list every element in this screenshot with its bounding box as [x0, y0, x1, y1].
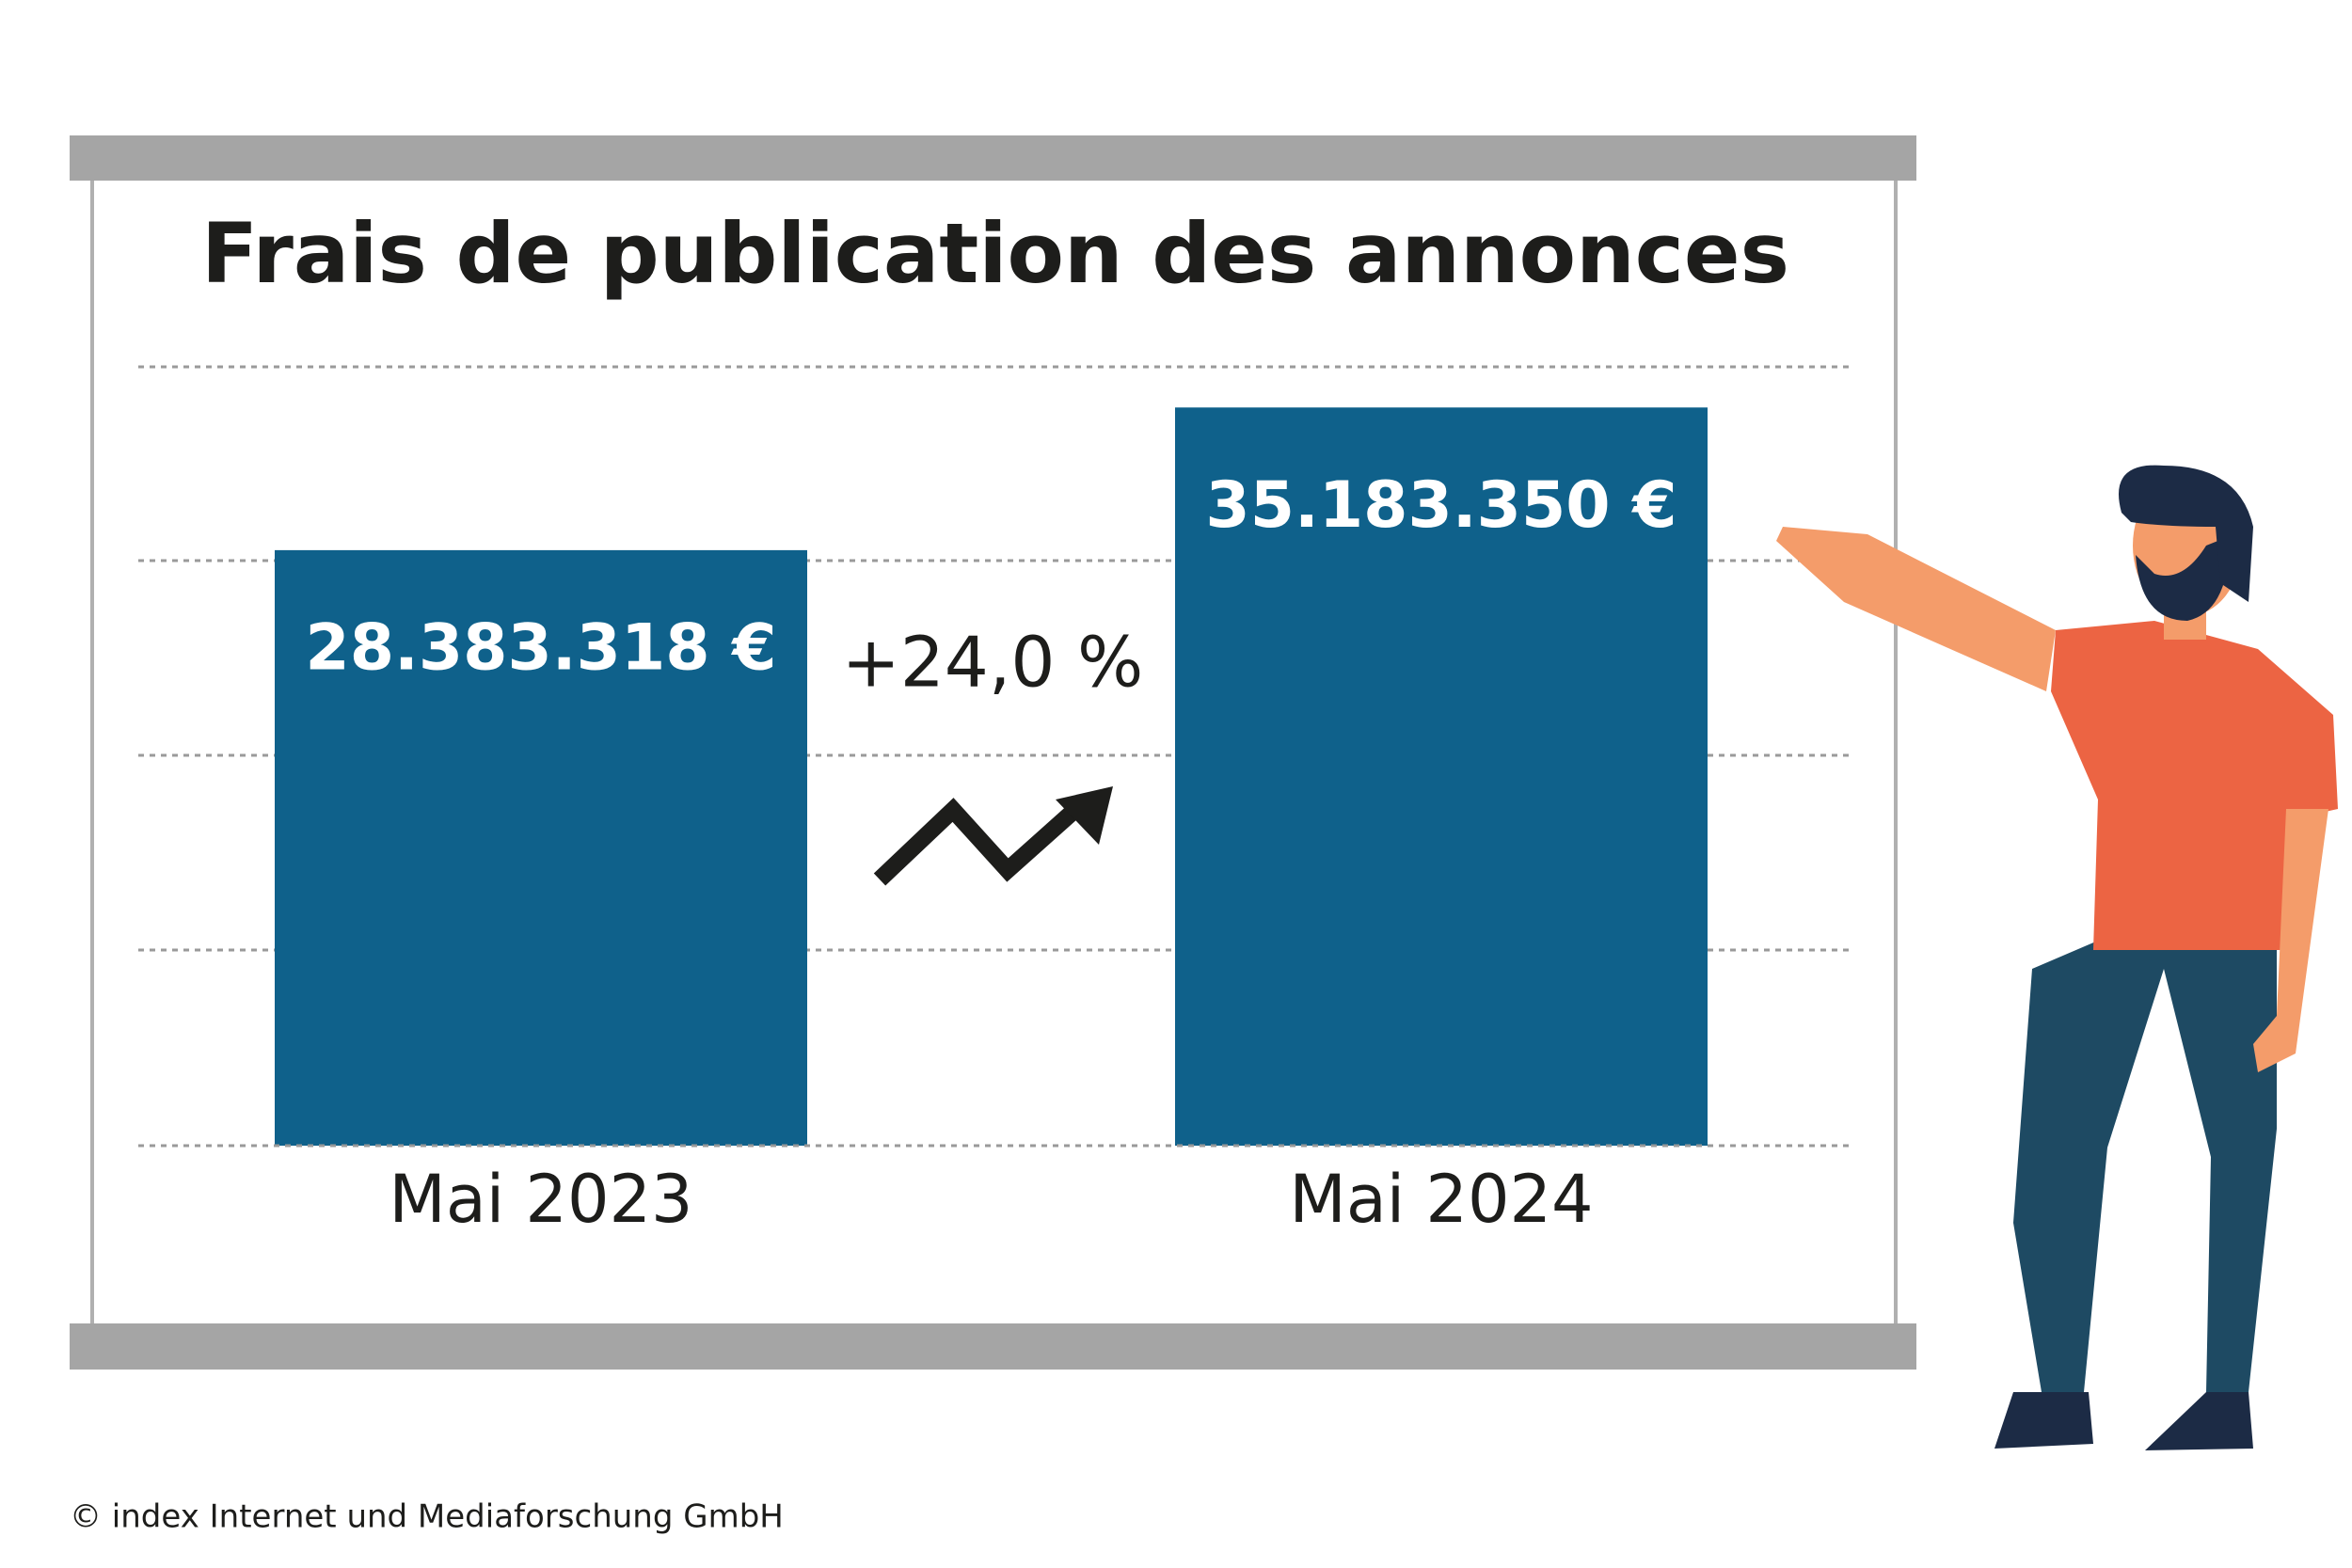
board-bottom	[70, 1323, 1916, 1370]
person	[1776, 465, 2338, 1450]
trend-arrow	[873, 786, 1113, 886]
bar	[275, 549, 807, 1146]
x-tick-label: Mai 2024	[1289, 1161, 1593, 1238]
annotation: +24,0 %	[842, 623, 1144, 704]
chart-title: Frais de publication des annonces	[201, 205, 1789, 302]
value-label: 28.383.318 €	[305, 610, 776, 685]
x-tick-label: Mai 2023	[389, 1161, 692, 1238]
bar	[1175, 407, 1708, 1146]
source: © index Internet und Mediaforschung GmbH	[70, 1498, 784, 1536]
value-label: 35.183.350 €	[1205, 468, 1677, 543]
board-top	[70, 135, 1916, 181]
